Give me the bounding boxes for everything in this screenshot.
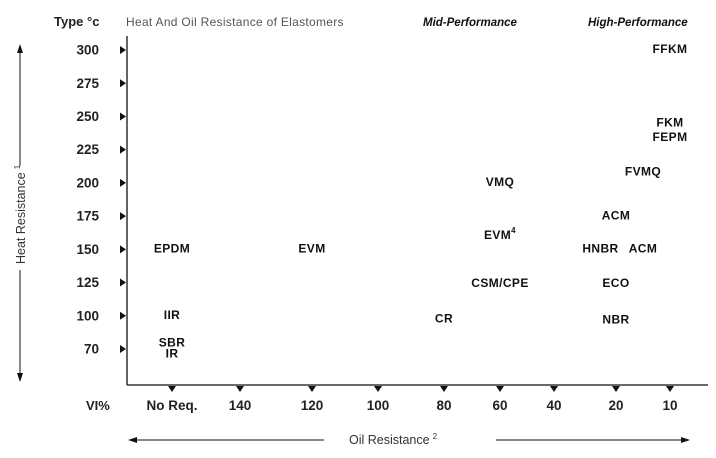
x-tick-label: 120 [301,398,324,413]
data-point-label: VMQ [486,175,515,189]
y-tick-marker [120,79,126,88]
section-high-performance: High-Performance [588,17,688,29]
data-point-label: IR [166,347,179,361]
heat-arrow-up-icon [17,44,23,53]
data-point-label: EVM [298,242,325,256]
x-tick-marker [666,386,674,392]
heat-arrow-down-icon [17,373,23,382]
data-point-label: FKM [656,115,683,129]
oil-resistance-superscript: 2 [433,432,438,441]
x-tick-label: 20 [608,398,623,413]
x-tick-label: No Req. [146,398,197,413]
x-corner-label: VI% [86,398,110,413]
data-point-label: EPDM [154,242,190,256]
oil-arrow-right-icon [681,437,690,443]
plot-axes [126,36,708,386]
data-point-label: ECO [602,276,629,290]
data-point-label: NBR [602,312,629,326]
y-tick-marker [120,278,126,287]
data-point-label: ACM [602,208,631,222]
y-tick-marker [120,245,126,254]
data-point-label: FVMQ [625,164,661,178]
y-tick-label: 175 [76,209,99,224]
y-tick-label: 200 [76,175,99,190]
x-tick-marker [308,386,316,392]
x-tick-marker [550,386,558,392]
oil-resistance-label-text: Oil Resistance [349,433,430,447]
data-point-label: CR [435,311,453,325]
y-tick-marker [120,46,126,54]
data-point-label: CSM/CPE [471,276,528,290]
y-tick-label: 100 [76,308,99,323]
y-tick-label: 250 [76,109,99,124]
y-tick-marker [120,345,126,353]
y-tick-marker [120,311,126,320]
x-tick-marker [612,386,620,392]
y-tick-marker [120,212,126,221]
data-point-label: ACM [629,242,658,256]
x-tick-label: 80 [436,398,451,413]
y-tick-group: 70 100 125 150 175 200 225 250 275 300 [76,43,126,357]
chart-title: Heat And Oil Resistance of Elastomers [126,15,344,29]
data-point-label: FFKM [653,42,688,56]
section-mid-performance: Mid-Performance [423,17,518,29]
x-tick-label: 10 [662,398,677,413]
x-tick-marker [440,386,448,392]
y-tick-label: 70 [84,342,99,357]
y-tick-marker [120,145,126,154]
data-point-label: HNBR [582,242,618,256]
y-tick-label: 275 [76,76,99,91]
x-tick-label: 100 [367,398,390,413]
x-tick-label: 140 [229,398,252,413]
x-tick-group: No Req. 140 120 100 80 60 40 20 10 [146,386,678,413]
x-tick-marker [496,386,504,392]
y-tick-label: 150 [76,242,99,257]
oil-resistance-axis: Oil Resistance 2 [128,432,690,447]
y-tick-label: 125 [76,275,99,290]
y-tick-label: 225 [76,142,99,157]
heat-resistance-axis: Heat Resistance 1 [13,44,28,382]
heat-resistance-label-text: Heat Resistance [14,172,28,264]
heat-resistance-superscript: 1 [13,164,22,169]
y-corner-label: Type °c [54,14,99,29]
oil-resistance-label: Oil Resistance 2 [349,432,438,447]
x-tick-marker [168,386,176,392]
x-tick-marker [236,386,244,392]
x-tick-marker [374,386,382,392]
heat-resistance-label: Heat Resistance 1 [13,164,28,264]
data-point-label: EVM4 [484,226,516,242]
data-point-label: FEPM [653,130,688,144]
data-point-superscript: 4 [511,226,516,235]
y-tick-label: 300 [76,43,99,58]
x-tick-label: 60 [492,398,507,413]
data-point-label: IIR [164,308,181,322]
y-tick-marker [120,112,126,121]
y-tick-marker [120,178,126,187]
x-tick-label: 40 [546,398,561,413]
oil-arrow-left-icon [128,437,137,443]
data-point-label: SBR [159,336,186,350]
